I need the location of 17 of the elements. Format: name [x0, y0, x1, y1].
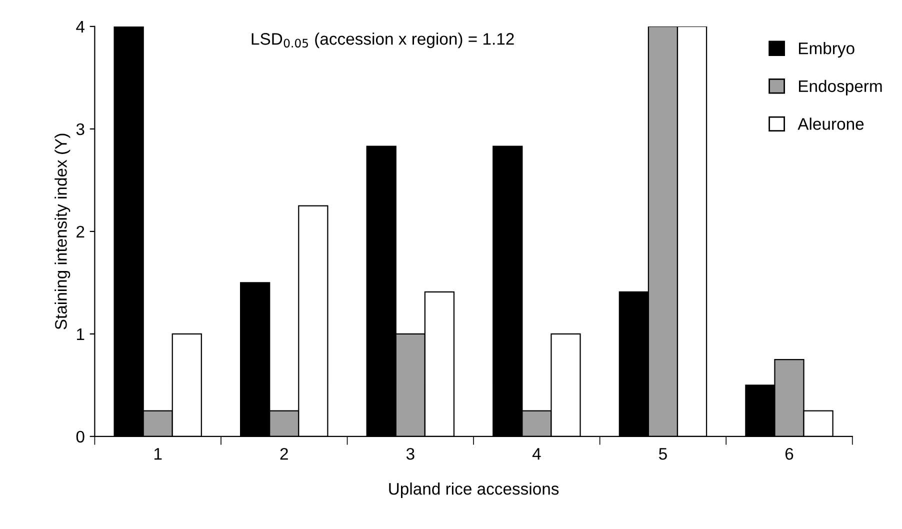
- x-axis-title: Upland rice accessions: [389, 482, 559, 498]
- x-tick-label: 6: [785, 448, 794, 460]
- y-tick-label: 0: [76, 430, 84, 443]
- x-tick-label: 4: [532, 448, 541, 460]
- legend-label: Embryo: [798, 42, 854, 58]
- y-tick-label: 1: [76, 328, 84, 340]
- y-axis-title: Staining intensity index (Y): [54, 134, 70, 330]
- y-tick-label: 3: [76, 123, 84, 136]
- legend-label: Aleurone: [798, 118, 864, 130]
- x-tick-label: 5: [659, 448, 667, 460]
- x-tick-label: 1: [154, 448, 162, 460]
- x-tick-label: 2: [280, 448, 288, 460]
- x-tick-label: 3: [406, 448, 414, 460]
- legend-label: Endosperm: [798, 80, 882, 96]
- y-tick-label: 2: [76, 226, 84, 238]
- annotation: LSD$_{0.05}$ (accession x region) = 1.12: [252, 32, 514, 48]
- y-tick-label: 4: [76, 21, 84, 32]
